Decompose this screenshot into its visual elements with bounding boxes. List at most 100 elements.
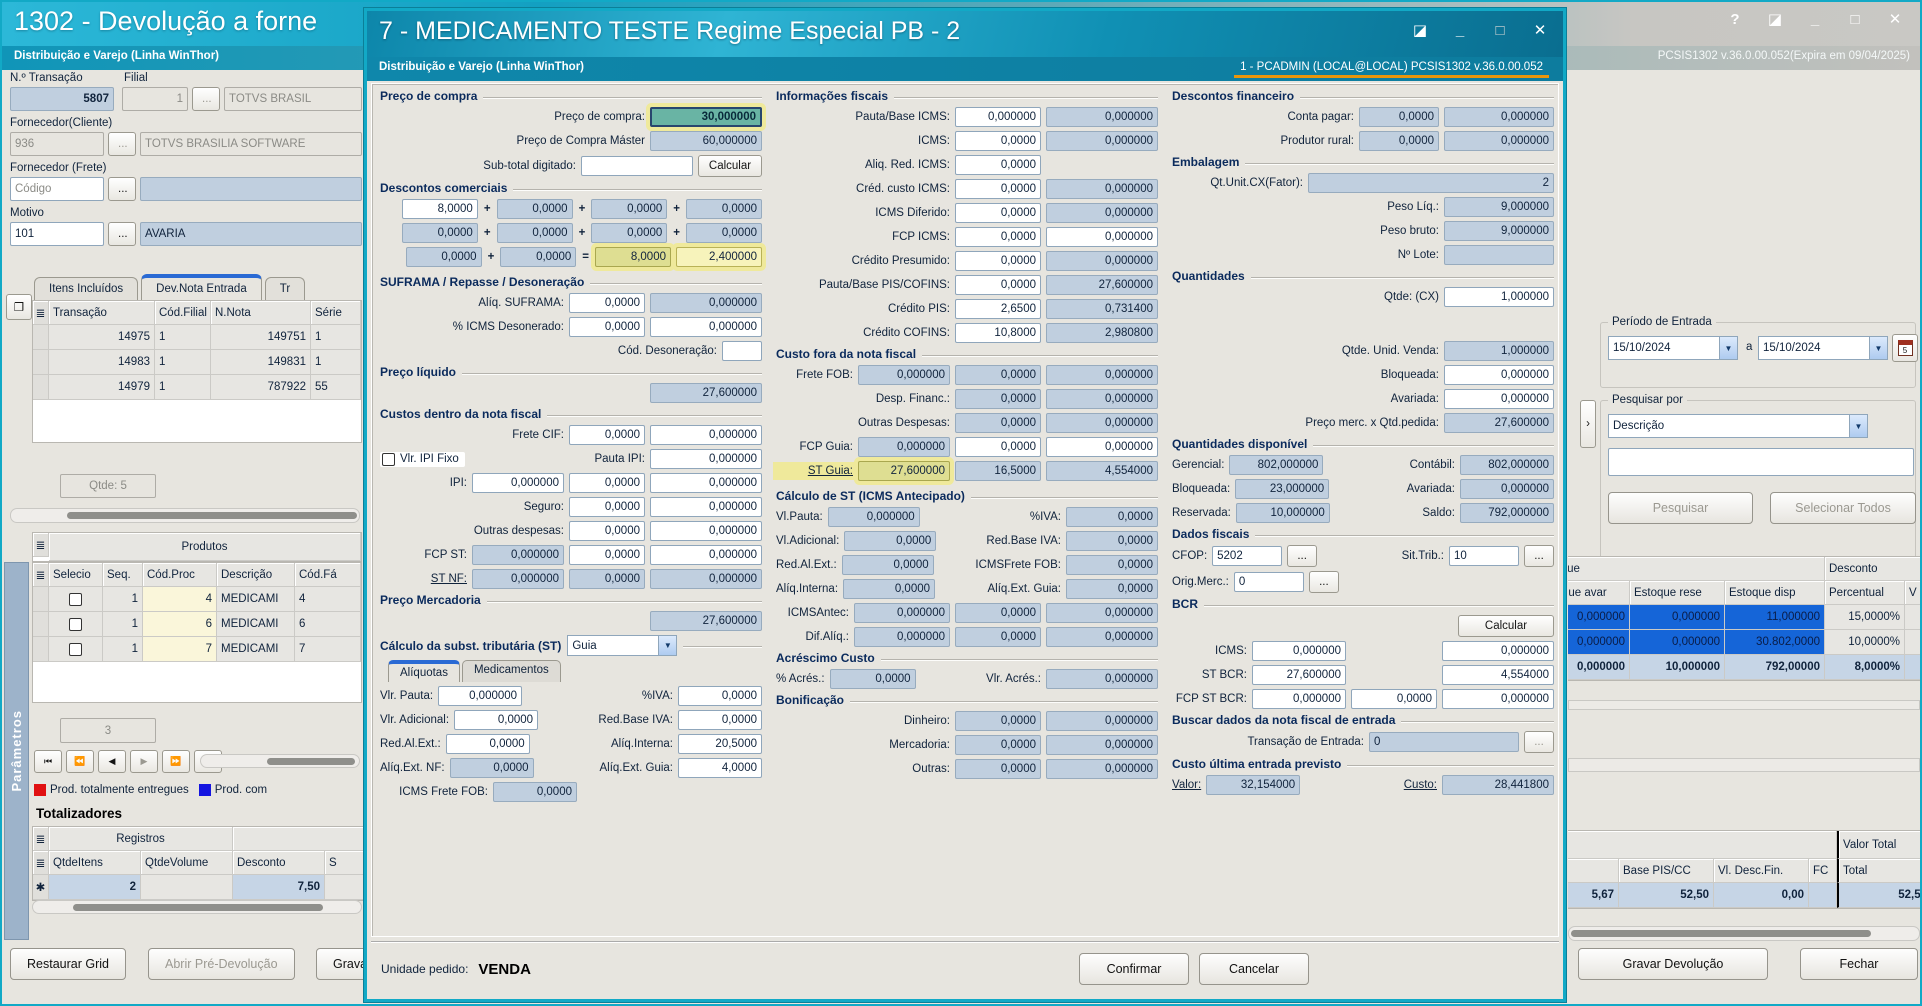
grid-menu-icon[interactable]: ≣ [33,851,49,875]
orig-merc-field[interactable]: 0 [1233,572,1304,592]
contrast-icon[interactable]: ◪ [1767,11,1783,28]
icms-desonerado-field[interactable]: 0,0000 [569,317,645,337]
table-cell[interactable]: 14975 [49,325,155,350]
credito-presumido-field[interactable]: 0,0000 [955,251,1041,271]
checkbox-icon[interactable] [382,452,395,466]
field-field[interactable]: 8,0000 [401,199,478,219]
fcp-st-field[interactable]: 0,0000 [569,545,645,565]
totais-hscrollbar[interactable] [1568,926,1920,941]
calcular-button[interactable]: Calcular [698,155,762,177]
table-cell[interactable]: 14983 [49,350,155,375]
cancelar-button[interactable]: Cancelar [1199,953,1309,985]
guia-dropdown[interactable]: Guia ▼ [567,635,678,656]
row-marker[interactable] [33,350,49,375]
close-icon[interactable]: ✕ [1888,11,1902,28]
chevron-down-icon[interactable]: ▼ [658,636,677,655]
table-cell[interactable] [141,875,233,900]
chevron-down-icon[interactable]: ▼ [1719,337,1737,359]
table-cell[interactable]: 0,000000 [1630,605,1725,630]
sit-trib-lookup-button[interactable]: ... [1524,545,1554,567]
fcp-guia-field[interactable]: 0,000000 [1046,437,1158,457]
table-cell[interactable]: 0,000000 [1568,605,1630,630]
grid-menu-icon[interactable]: ≣ [33,301,49,325]
preco-de-compra-field[interactable]: 30,000000 [650,107,762,127]
date-from-dropdown[interactable]: 15/10/2024 ▼ [1608,336,1738,360]
search-input[interactable] [1608,448,1914,476]
table-cell[interactable]: 6 [295,612,361,637]
table-cell[interactable]: 11,000000 [1725,605,1825,630]
checkbox-icon[interactable] [69,592,82,606]
table-cell[interactable]: 7,50 [233,875,325,900]
table-cell[interactable]: 0,000000 [1568,655,1630,680]
table-cell[interactable]: 149831 [211,350,311,375]
iva-field[interactable]: 0,0000 [678,686,762,706]
frete-cif-field[interactable]: 0,000000 [650,425,762,445]
restaurar-grid-button[interactable]: Restaurar Grid [10,948,126,980]
table-cell[interactable]: 10,0000% [1825,630,1905,655]
table-cell[interactable]: 792,00000 [1725,655,1825,680]
row-marker[interactable] [33,637,49,662]
ipi-field[interactable]: 0,000000 [650,473,762,493]
select-checkbox-cell[interactable] [49,587,103,612]
fcp-st-bcr-field[interactable]: 0,000000 [1252,689,1346,709]
avariada-field[interactable]: 0,000000 [1444,389,1554,409]
table-cell[interactable]: 2 [49,875,141,900]
table-cell[interactable]: 4 [295,587,361,612]
fcp-st-bcr-field[interactable]: 0,000000 [1442,689,1554,709]
grid-menu-icon[interactable]: ≣ [33,827,49,851]
cfop-lookup-button[interactable]: ... [1287,545,1318,567]
date-to-dropdown[interactable]: 15/10/2024 ▼ [1758,336,1888,360]
red-al-ext-field[interactable]: 0,0000 [445,734,530,754]
bloqueada-field[interactable]: 0,000000 [1444,365,1554,385]
grid-menu-icon[interactable]: ≣ [33,533,49,557]
fornecedor-frete-code-input[interactable]: Código [10,177,104,201]
prev-record-icon[interactable]: ◀ [98,750,126,773]
sit-trib-field[interactable]: 10 [1449,546,1519,566]
ipi-field[interactable]: 0,000000 [472,473,564,493]
aliq-red-icms-field[interactable]: 0,0000 [955,155,1041,175]
table-cell[interactable]: 10,000000 [1630,655,1725,680]
parametros-side-tab[interactable]: Parâmetros [4,562,29,940]
aliq-suframa-field[interactable]: 0,0000 [569,293,645,313]
row-marker[interactable] [33,587,49,612]
table-cell[interactable]: 1 [155,375,211,400]
fcp-guia-field[interactable]: 0,0000 [955,437,1041,457]
minimize-icon[interactable]: _ [1810,10,1820,28]
table-cell[interactable] [1905,655,1920,680]
row-marker[interactable] [33,375,49,400]
motivo-code-input[interactable]: 101 [10,222,104,246]
tab-medicamentos[interactable]: Medicamentos [461,660,561,682]
cod-desoneracao-field[interactable] [722,341,762,361]
calcular-button[interactable]: Calcular [1458,615,1554,637]
vlr-pauta-field[interactable]: 0,000000 [438,686,523,706]
table-cell[interactable]: 787922 [211,375,311,400]
table-cell[interactable]: 5,67 [1568,883,1619,908]
tab-aliquotas[interactable]: Alíquotas [388,660,460,682]
fast-prev-icon[interactable]: ⏪ [66,750,94,773]
confirmar-button[interactable]: Confirmar [1079,953,1189,985]
row-marker[interactable] [33,612,49,637]
table-cell[interactable]: 6 [143,612,217,637]
fcp-icms-field[interactable]: 0,000000 [1046,227,1158,247]
icms-field[interactable]: 0,000000 [1442,641,1554,661]
table-cell[interactable]: 7 [295,637,361,662]
table-cell[interactable]: 55 [311,375,361,400]
icms-field[interactable]: 0,0000 [955,131,1041,151]
chevron-down-icon[interactable]: ▼ [1869,337,1887,359]
table-cell[interactable]: 14979 [49,375,155,400]
motivo-lookup-button[interactable]: ... [108,222,136,246]
outras-despesas-field[interactable]: 0,0000 [569,521,645,541]
fcp-icms-field[interactable]: 0,0000 [955,227,1041,247]
table-cell[interactable] [1809,883,1837,908]
ipi-field[interactable]: 0,0000 [569,473,645,493]
table-cell[interactable]: 52,50 [1619,883,1714,908]
qtde-cx-field[interactable]: 1,000000 [1444,287,1554,307]
sub-total-digitado-field[interactable] [581,156,693,176]
minimize-icon[interactable]: _ [1455,21,1465,39]
orig-merc-lookup-button[interactable]: ... [1308,571,1339,593]
frete-cif-field[interactable]: 0,0000 [569,425,645,445]
table-cell[interactable]: 1 [103,637,143,662]
red-base-iva-field[interactable]: 0,0000 [678,710,762,730]
first-record-icon[interactable]: ⏮ [34,750,62,773]
icms-field[interactable]: 0,000000 [1252,641,1346,661]
